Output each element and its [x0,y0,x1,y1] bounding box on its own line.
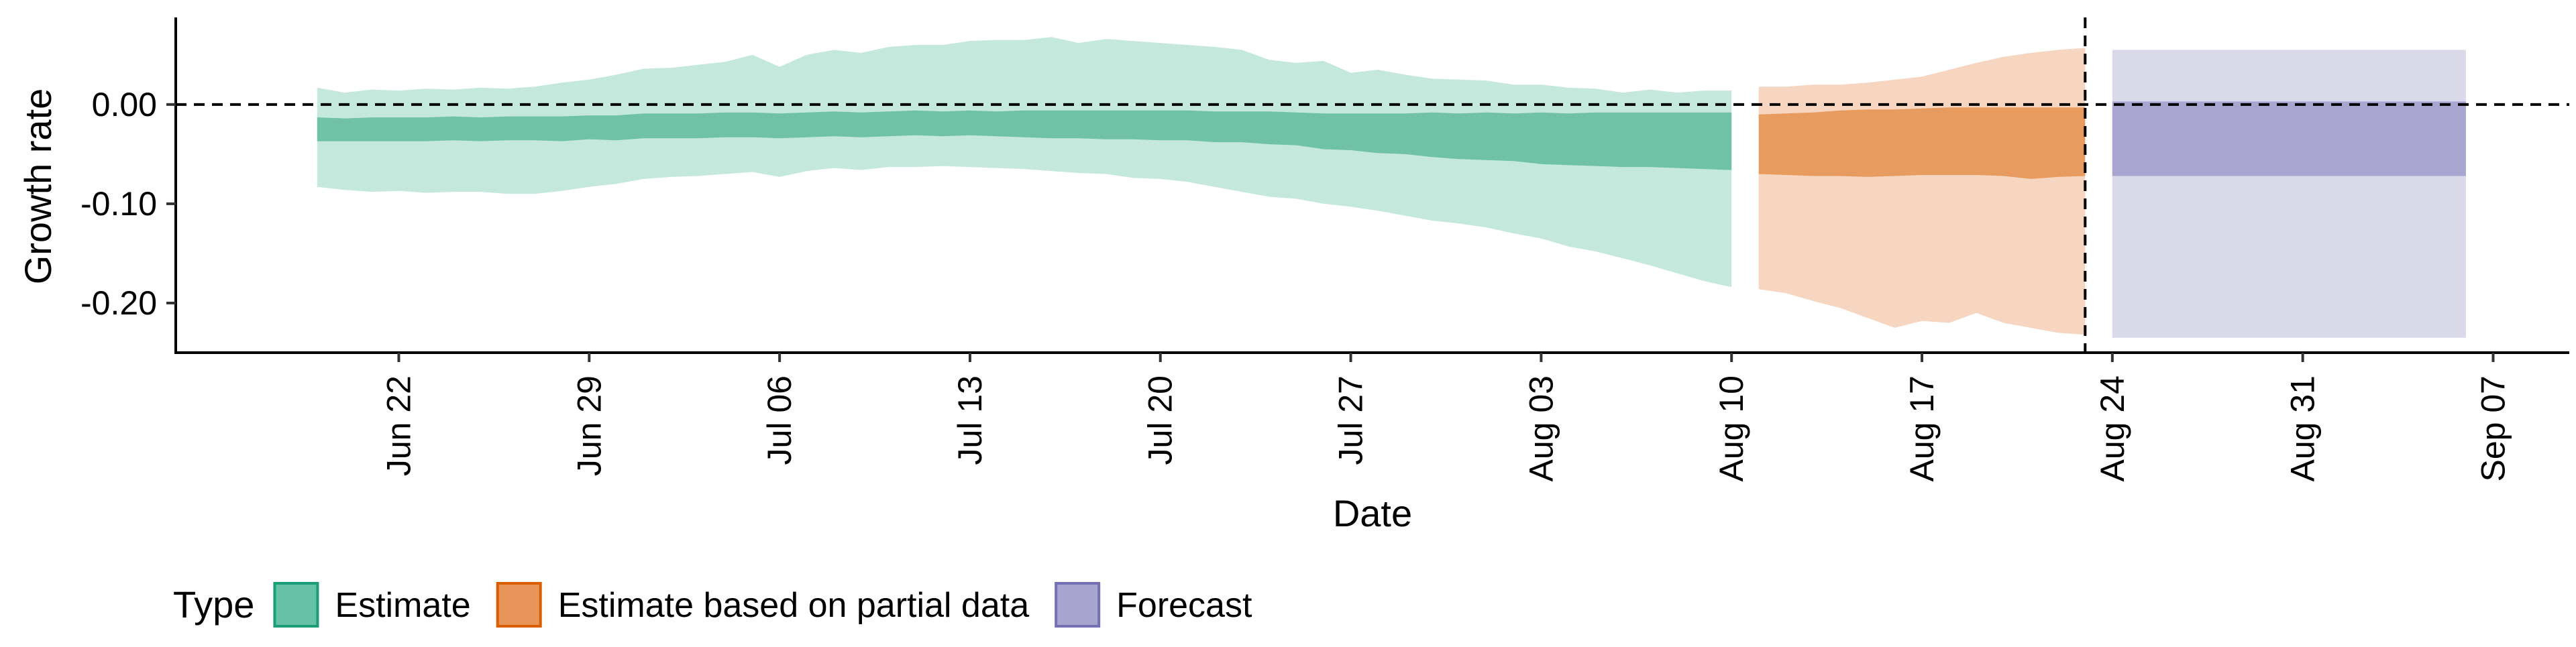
x-tick-label: Jul 13 [951,375,989,465]
legend-label-estimate-based-on-partial-data: Estimate based on partial data [558,586,1030,625]
x-tick-label: Aug 31 [2284,375,2322,481]
x-axis-title: Date [1333,492,1412,534]
legend-swatch-forecast [1055,582,1101,628]
x-tick-label: Aug 03 [1522,375,1560,481]
y-tick-label: 0.00 [92,86,157,123]
y-tick-label: -0.10 [80,185,157,223]
x-tick-label: Sep 07 [2474,375,2512,481]
estimate-based-on-partial-data-inner-interval [1758,107,2086,179]
x-tick-label: Aug 10 [1713,375,1750,481]
y-tick-label: -0.20 [80,284,157,322]
reference-lines [176,17,2569,353]
axes: 0.00 -0.10 -0.20 Jun 22 Jun 29 Jul 06 Jul 13 Ju… [17,17,2569,534]
legend-label-forecast: Forecast [1116,586,1252,625]
x-tick-label: Jul 06 [761,375,798,465]
x-tick-label: Jul 27 [1332,375,1370,465]
estimate-outer-interval [317,37,1732,288]
x-tick-label: Aug 17 [1903,375,1941,481]
legend: Type Estimate Estimate based on partial da… [173,582,1252,628]
legend-label-estimate: Estimate [335,586,470,625]
x-tick-label: Aug 24 [2094,375,2131,481]
legend-swatch-estimate-based-on-partial-data [496,582,542,628]
estimate-inner-interval [317,110,1732,170]
series-bands [317,37,2466,338]
x-tick-label: Jun 29 [570,375,608,476]
x-tick-label: Jul 20 [1142,375,1179,465]
x-tick-label: Jun 22 [380,375,417,476]
y-axis-title: Growth rate [17,89,59,285]
legend-title: Type [173,583,254,626]
forecast-outer-interval [2112,50,2466,338]
forecast-inner-interval [2112,101,2466,176]
estimate-based-on-partial-data-outer-interval [1758,48,2086,335]
legend-swatch-estimate [273,582,319,628]
